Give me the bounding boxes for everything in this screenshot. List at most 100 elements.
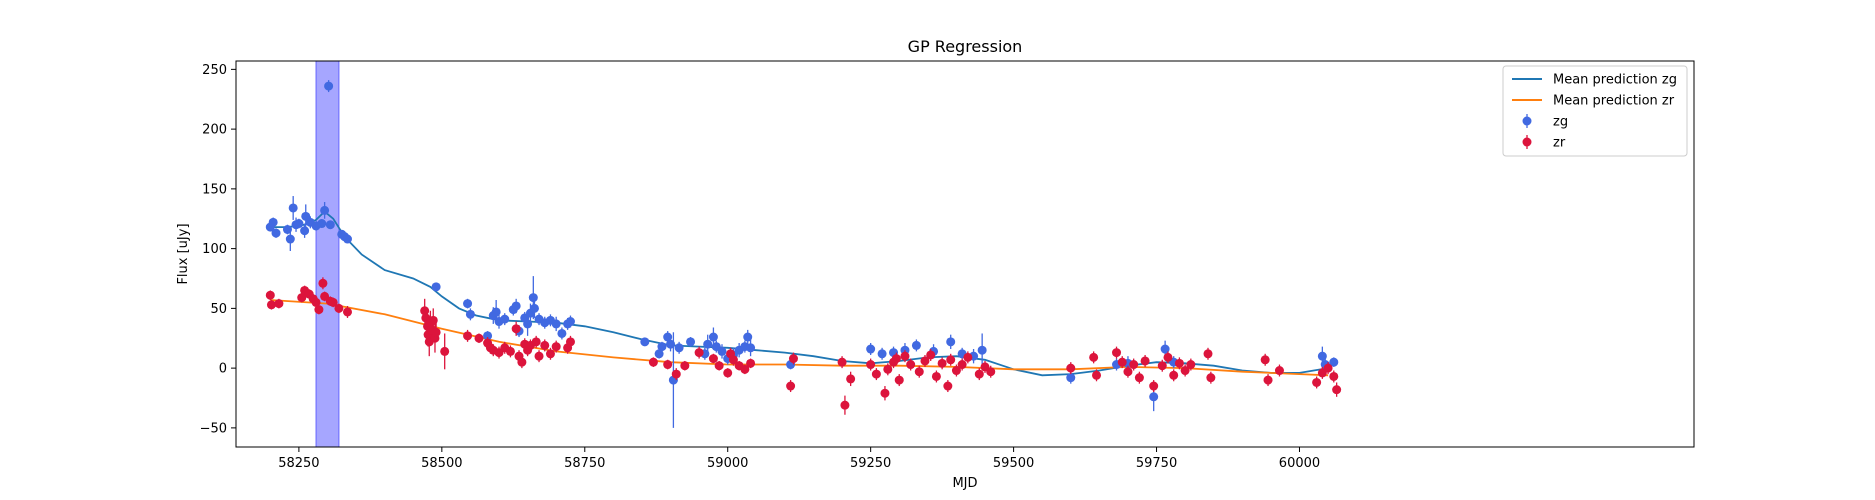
data-point — [680, 361, 690, 371]
data-point — [463, 299, 473, 309]
data-point — [931, 371, 941, 381]
data-point — [1186, 360, 1196, 370]
data-point — [551, 319, 561, 329]
data-point — [1174, 358, 1184, 368]
data-point — [465, 309, 475, 319]
data-point — [342, 307, 352, 317]
data-point — [334, 303, 344, 313]
x-tick-label: 59000 — [707, 456, 748, 471]
data-point — [977, 345, 987, 355]
data-point — [1169, 370, 1179, 380]
data-point — [285, 234, 295, 244]
y-tick-label: −50 — [200, 421, 227, 436]
x-tick-label: 59750 — [1136, 456, 1177, 471]
legend: Mean prediction zg Mean prediction zr zg zr — [1502, 65, 1688, 157]
data-point — [1312, 377, 1322, 387]
data-point — [1329, 371, 1339, 381]
data-point — [545, 349, 555, 359]
data-point — [324, 81, 334, 91]
data-point — [288, 203, 298, 213]
data-point — [1117, 357, 1127, 367]
legend-swatch-marker — [1522, 137, 1532, 147]
scatter-series-zr — [265, 277, 1342, 415]
plot-frame — [235, 60, 1695, 448]
x-tick-label: 58750 — [564, 456, 605, 471]
data-point — [500, 314, 510, 324]
legend-swatch-marker — [1522, 116, 1532, 126]
data-point — [671, 369, 681, 379]
data-point — [663, 360, 673, 370]
data-point — [268, 217, 278, 227]
data-point — [565, 317, 575, 327]
data-point — [557, 328, 567, 338]
data-point — [1163, 352, 1173, 362]
data-point — [328, 297, 338, 307]
data-point — [1134, 373, 1144, 383]
x-tick-label: 58500 — [421, 456, 462, 471]
data-point — [746, 343, 756, 353]
data-point — [440, 346, 450, 356]
data-point — [1149, 392, 1159, 402]
y-tick-label: 0 — [219, 362, 227, 377]
data-point — [674, 343, 684, 353]
data-point — [986, 367, 996, 377]
data-point — [463, 331, 473, 341]
data-point — [420, 306, 430, 316]
data-point — [866, 344, 876, 354]
data-point — [1317, 351, 1327, 361]
legend-label: zg — [1553, 115, 1568, 130]
data-point — [946, 337, 956, 347]
data-point — [483, 331, 493, 341]
data-point — [517, 357, 527, 367]
data-point — [871, 369, 881, 379]
x-tick-label: 60000 — [1279, 456, 1320, 471]
data-point — [565, 337, 575, 347]
data-point — [1092, 370, 1102, 380]
data-point — [1323, 363, 1333, 373]
data-point — [837, 357, 847, 367]
data-point — [505, 346, 515, 356]
data-point — [703, 339, 713, 349]
data-point — [714, 361, 724, 371]
x-tick-label: 59250 — [850, 456, 891, 471]
data-point — [511, 301, 521, 311]
legend-label: Mean prediction zr — [1553, 94, 1675, 109]
highlight-span — [315, 60, 340, 448]
data-point — [474, 333, 484, 343]
data-point — [528, 293, 538, 303]
data-point — [906, 360, 916, 370]
data-point — [740, 364, 750, 374]
data-point — [1066, 363, 1076, 373]
data-point — [540, 340, 550, 350]
data-point — [654, 349, 664, 359]
data-point — [920, 356, 930, 366]
data-point — [943, 381, 953, 391]
data-point — [1180, 366, 1190, 376]
data-point — [325, 220, 335, 230]
data-point — [531, 337, 541, 347]
data-point — [551, 342, 561, 352]
data-point — [743, 332, 753, 342]
data-point — [428, 315, 438, 325]
data-point — [914, 367, 924, 377]
data-point — [788, 354, 798, 364]
data-point — [1274, 366, 1284, 376]
data-point — [1129, 360, 1139, 370]
data-point — [900, 351, 910, 361]
data-point — [1263, 375, 1273, 385]
data-point — [342, 234, 352, 244]
data-point — [314, 305, 324, 315]
data-point — [866, 360, 876, 370]
data-point — [511, 324, 521, 334]
data-point — [534, 351, 544, 361]
y-tick-label: 200 — [202, 123, 227, 138]
legend-label: zr — [1553, 136, 1566, 151]
data-point — [318, 278, 328, 288]
axis-layer: 58250 58500 58750 59000 59250 59500 59750 60000… — [200, 60, 1695, 471]
x-tick-label: 59500 — [993, 456, 1034, 471]
data-point — [1157, 361, 1167, 371]
data-point — [786, 381, 796, 391]
data-point — [840, 400, 850, 410]
data-point — [1206, 373, 1216, 383]
